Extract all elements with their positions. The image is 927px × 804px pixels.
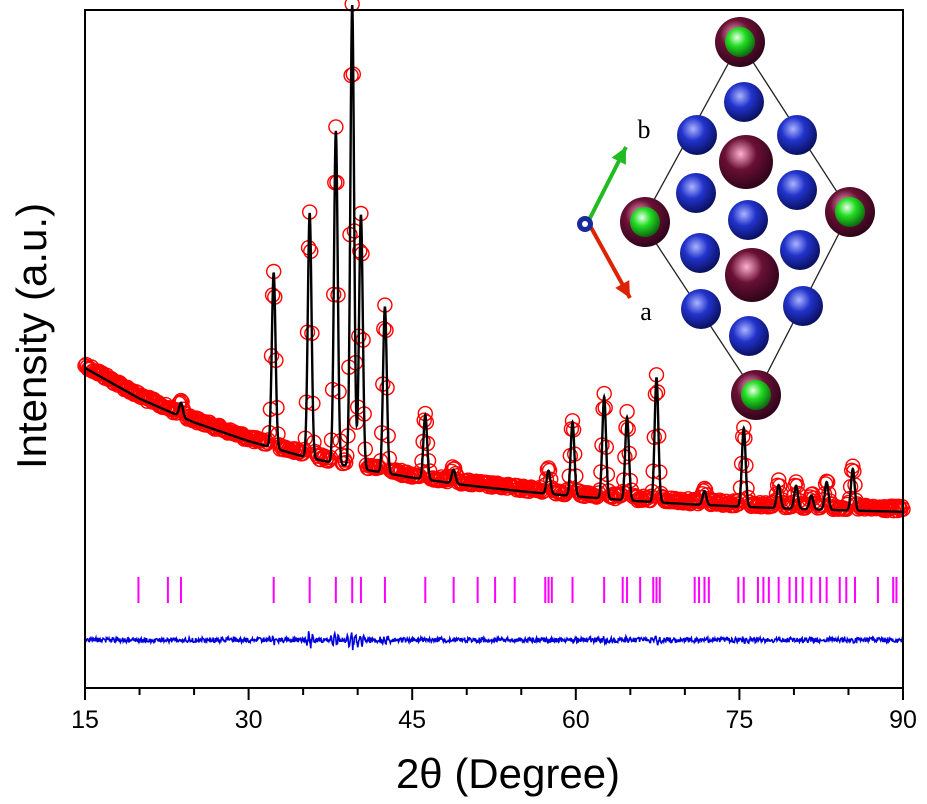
green-atom <box>630 207 660 237</box>
x-tick-label: 60 <box>562 706 590 734</box>
y-axis-title: Intensity (a.u.) <box>8 203 55 469</box>
bragg-positions <box>137 577 898 603</box>
blue-atom <box>783 286 823 326</box>
x-axis-title: 2θ (Degree) <box>396 750 620 797</box>
b-axis-arrow-head <box>611 147 626 165</box>
x-tick-label: 90 <box>889 706 917 734</box>
x-tick-label: 30 <box>235 706 263 734</box>
x-tick-label: 15 <box>71 706 99 734</box>
crystal-structure-inset: ba <box>577 17 875 420</box>
b-axis-label: b <box>638 115 651 144</box>
observed-point <box>819 473 835 489</box>
maroon-atom <box>719 135 773 189</box>
x-tick-label: 75 <box>725 706 753 734</box>
blue-atom <box>676 173 716 213</box>
blue-atom <box>780 230 820 270</box>
x-tick-label: 45 <box>398 706 426 734</box>
blue-atom <box>777 115 817 155</box>
blue-atom <box>681 289 721 329</box>
observed-point <box>338 454 354 471</box>
blue-atom <box>680 233 720 273</box>
a-axis-label: a <box>640 297 652 326</box>
axes: 15 30 45 60 75 90 <box>71 9 917 734</box>
blue-atom <box>728 200 768 240</box>
difference-curve <box>84 630 904 651</box>
observed-point <box>558 482 574 499</box>
blue-atom <box>777 170 817 210</box>
green-atom <box>725 27 755 57</box>
observed-point <box>713 494 729 510</box>
blue-atom <box>677 115 717 155</box>
plot-frame <box>84 9 904 689</box>
maroon-atom <box>725 248 779 302</box>
green-atom <box>741 380 771 410</box>
blue-atom <box>724 82 764 122</box>
observed-point <box>364 458 380 474</box>
plot-area <box>77 0 911 651</box>
blue-atom <box>729 316 769 356</box>
a-axis-arrow-head <box>615 280 630 298</box>
calculated-line <box>84 5 904 514</box>
green-atom <box>835 197 865 227</box>
origin-atom-highlight <box>582 221 588 227</box>
